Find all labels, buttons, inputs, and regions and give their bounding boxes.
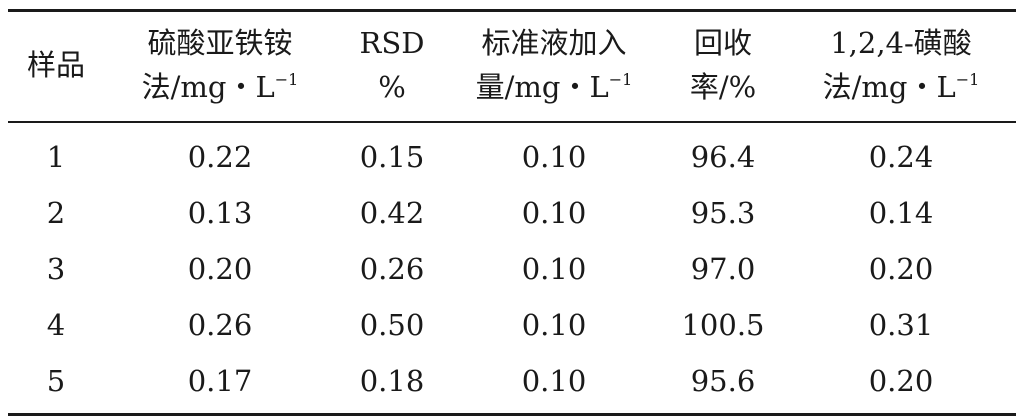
table-header-row: 样品 硫酸亚铁铵 法/mg・L−1 RSD % 标准液加入 量/mg・L−1 回… <box>8 10 1016 123</box>
header-ferrous-method: 硫酸亚铁铵 法/mg・L−1 <box>104 11 336 123</box>
cell-rsd: 0.18 <box>359 364 425 398</box>
header-standard-added-line1: 标准液加入 <box>481 26 627 60</box>
header-sulfonic-method-line1: 1,2,4-磺酸 <box>830 26 972 60</box>
header-standard-added: 标准液加入 量/mg・L−1 <box>448 11 660 123</box>
header-recovery-line2: 率/% <box>689 70 757 104</box>
cell-sulfonic-method: 0.14 <box>868 196 934 230</box>
header-sulfonic-method-unit: 法/mg・L <box>822 70 956 104</box>
data-table-container: 样品 硫酸亚铁铵 法/mg・L−1 RSD % 标准液加入 量/mg・L−1 回… <box>8 9 1016 416</box>
cell-ferrous-method: 0.22 <box>187 140 253 174</box>
cell-recovery: 96.4 <box>690 140 756 174</box>
header-sulfonic-method-line2: 法/mg・L−1 <box>786 65 1016 109</box>
header-standard-added-sup: −1 <box>608 70 633 89</box>
cell-ferrous-method: 0.20 <box>187 252 253 286</box>
cell-sample: 2 <box>46 196 66 230</box>
cell-recovery: 95.6 <box>690 364 756 398</box>
header-sulfonic-method-sup: −1 <box>955 70 980 89</box>
cell-standard-added: 0.10 <box>521 252 587 286</box>
header-standard-added-unit: 量/mg・L <box>475 70 609 104</box>
cell-sulfonic-method: 0.20 <box>868 252 934 286</box>
cell-recovery: 97.0 <box>690 252 756 286</box>
cell-sulfonic-method: 0.31 <box>868 308 934 342</box>
cell-sulfonic-method: 0.24 <box>868 140 934 174</box>
header-rsd-line1: RSD <box>359 26 425 60</box>
header-ferrous-method-line2: 法/mg・L−1 <box>104 65 336 109</box>
cell-standard-added: 0.10 <box>521 140 587 174</box>
header-ferrous-method-unit: 法/mg・L <box>141 70 275 104</box>
cell-rsd: 0.15 <box>359 140 425 174</box>
cell-standard-added: 0.10 <box>521 364 587 398</box>
cell-ferrous-method: 0.13 <box>187 196 253 230</box>
cell-recovery: 95.3 <box>690 196 756 230</box>
cell-sample: 3 <box>46 252 66 286</box>
header-rsd: RSD % <box>336 11 448 123</box>
cell-ferrous-method: 0.17 <box>187 364 253 398</box>
table-row: 2 0.13 0.42 0.10 95.3 0.14 <box>8 185 1016 241</box>
cell-rsd: 0.26 <box>359 252 425 286</box>
header-sample-label: 样品 <box>26 48 85 82</box>
cell-rsd: 0.42 <box>359 196 425 230</box>
table-row: 1 0.22 0.15 0.10 96.4 0.24 <box>8 122 1016 185</box>
cell-sample: 1 <box>46 140 66 174</box>
cell-rsd: 0.50 <box>359 308 425 342</box>
header-rsd-line2: % <box>378 70 406 104</box>
cell-sample: 5 <box>46 364 66 398</box>
cell-recovery: 100.5 <box>681 308 765 342</box>
header-sulfonic-method: 1,2,4-磺酸 法/mg・L−1 <box>786 11 1016 123</box>
data-table: 样品 硫酸亚铁铵 法/mg・L−1 RSD % 标准液加入 量/mg・L−1 回… <box>8 9 1016 416</box>
cell-standard-added: 0.10 <box>521 196 587 230</box>
header-sample: 样品 <box>8 11 104 123</box>
table-row: 5 0.17 0.18 0.10 95.6 0.20 <box>8 353 1016 415</box>
header-ferrous-method-sup: −1 <box>274 70 299 89</box>
cell-sample: 4 <box>46 308 66 342</box>
header-standard-added-line2: 量/mg・L−1 <box>448 65 660 109</box>
header-ferrous-method-line1: 硫酸亚铁铵 <box>147 26 293 60</box>
table-row: 3 0.20 0.26 0.10 97.0 0.20 <box>8 241 1016 297</box>
cell-standard-added: 0.10 <box>521 308 587 342</box>
cell-sulfonic-method: 0.20 <box>868 364 934 398</box>
cell-ferrous-method: 0.26 <box>187 308 253 342</box>
table-row: 4 0.26 0.50 0.10 100.5 0.31 <box>8 297 1016 353</box>
header-recovery-line1: 回收 <box>693 26 752 60</box>
header-recovery: 回收 率/% <box>660 11 786 123</box>
